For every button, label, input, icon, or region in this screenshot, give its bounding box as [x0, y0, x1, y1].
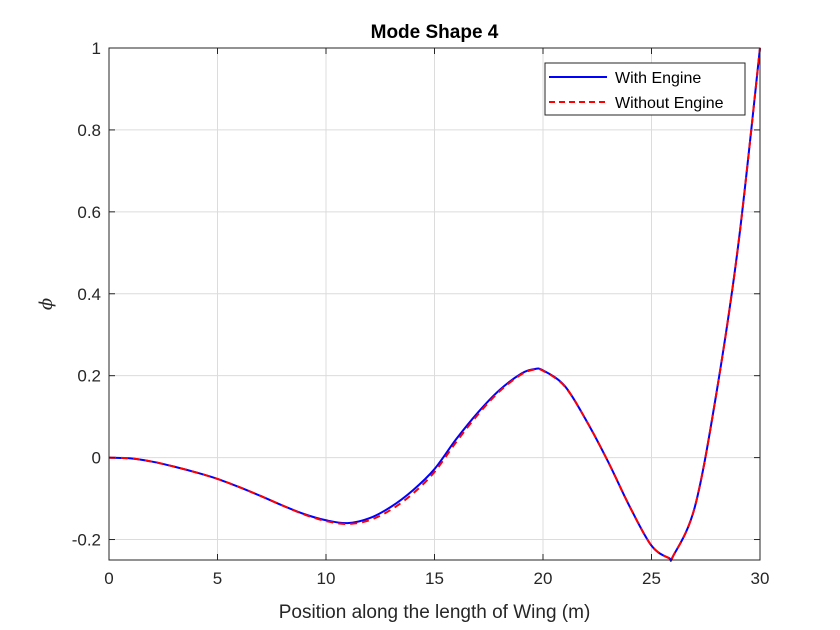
x-tick-label: 20: [534, 569, 553, 588]
grid: [109, 48, 760, 560]
x-tick-label: 10: [317, 569, 336, 588]
y-tick-label: -0.2: [72, 531, 101, 550]
x-tick-labels: 0 5 10 15 20 25 30: [104, 569, 769, 588]
y-tick-label: 0.6: [77, 203, 101, 222]
y-tick-labels: -0.2 0 0.2 0.4 0.6 0.8 1: [72, 39, 101, 550]
series-layer: [108, 47, 761, 562]
y-tick-label: 0: [92, 449, 101, 468]
x-axis-label: Position along the length of Wing (m): [279, 602, 591, 623]
legend: With Engine Without Engine: [544, 62, 746, 116]
x-tick-label: 0: [104, 569, 113, 588]
y-tick-label: 0.2: [77, 367, 101, 386]
x-tick-label: 30: [751, 569, 770, 588]
x-tick-label: 5: [213, 569, 222, 588]
legend-label-without-engine: Without Engine: [615, 95, 724, 112]
chart-title: Mode Shape 4: [371, 22, 499, 43]
x-tick-label: 25: [642, 569, 661, 588]
y-tick-label: 0.4: [77, 285, 101, 304]
legend-box: [544, 62, 746, 116]
y-tick-label: 0.8: [77, 121, 101, 140]
series-line-without-engine: [108, 47, 761, 562]
y-axis-label: ϕ: [36, 298, 57, 310]
legend-label-with-engine: With Engine: [615, 70, 701, 87]
ticks: [108, 47, 761, 560]
x-tick-label: 15: [425, 569, 444, 588]
y-tick-label: 1: [92, 39, 101, 58]
